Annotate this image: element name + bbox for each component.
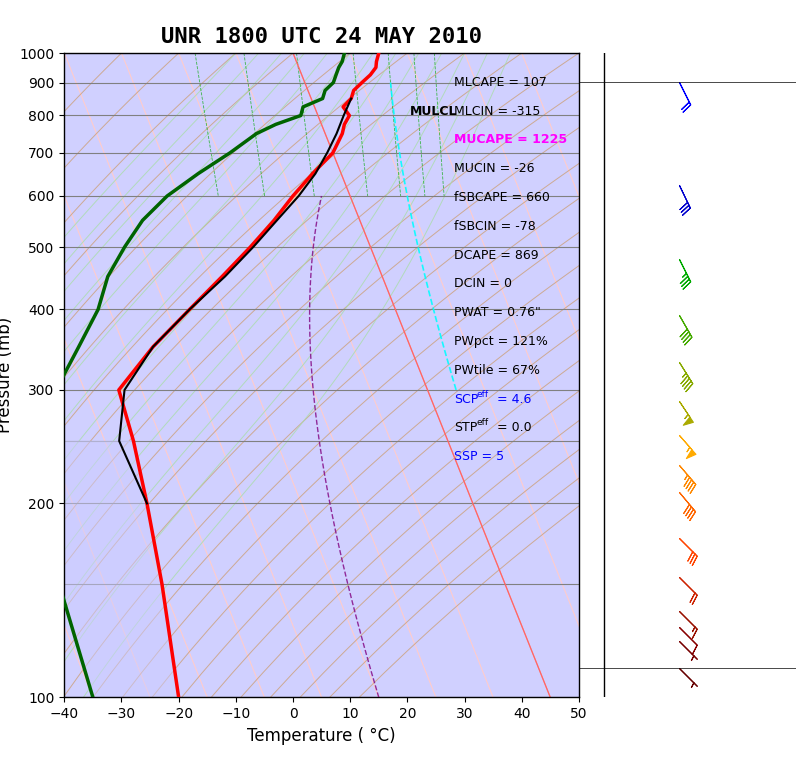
Text: PWAT = 0.76": PWAT = 0.76": [454, 306, 540, 319]
Text: UNR 1800 UTC 24 MAY 2010: UNR 1800 UTC 24 MAY 2010: [161, 27, 482, 46]
Y-axis label: Pressure (mb): Pressure (mb): [0, 317, 14, 434]
Text: MUCAPE = 1225: MUCAPE = 1225: [454, 133, 567, 146]
Text: = 0.0: = 0.0: [492, 421, 531, 434]
Text: MULCL: MULCL: [409, 105, 456, 118]
Text: DCIN = 0: DCIN = 0: [454, 277, 512, 290]
Text: = 4.6: = 4.6: [492, 393, 531, 406]
Text: MUCIN = -26: MUCIN = -26: [454, 162, 534, 175]
Text: PWtile = 67%: PWtile = 67%: [454, 364, 540, 377]
Text: SSP = 5: SSP = 5: [454, 450, 503, 463]
X-axis label: Temperature ( °C): Temperature ( °C): [247, 727, 395, 744]
Text: DCAPE = 869: DCAPE = 869: [454, 249, 538, 262]
Text: MLCIN = -315: MLCIN = -315: [454, 105, 540, 117]
Text: fSBCAPE = 660: fSBCAPE = 660: [454, 191, 549, 204]
Text: eff: eff: [476, 418, 488, 428]
Text: PWpct = 121%: PWpct = 121%: [454, 335, 548, 348]
Text: eff: eff: [476, 390, 488, 399]
Text: STP: STP: [454, 421, 477, 434]
Text: MLCAPE = 107: MLCAPE = 107: [454, 76, 547, 89]
Text: SCP: SCP: [454, 393, 478, 406]
Text: fSBCIN = -78: fSBCIN = -78: [454, 220, 536, 233]
